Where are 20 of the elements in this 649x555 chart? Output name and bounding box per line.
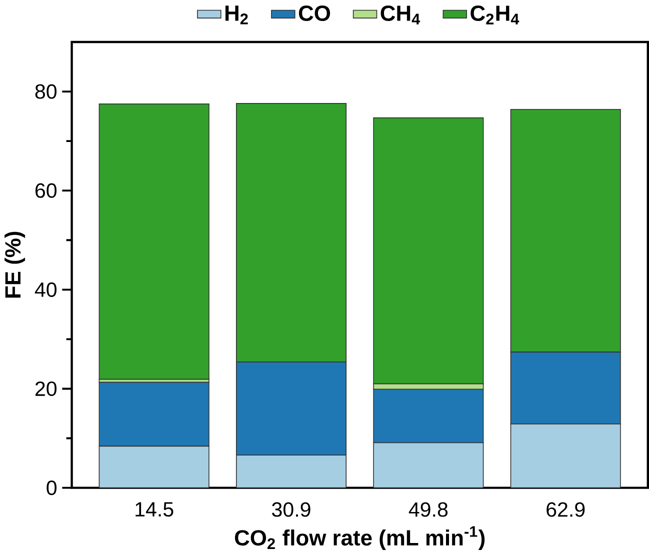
y-tick-label: 60 xyxy=(36,184,57,198)
legend-label: CH$_{4}$ xyxy=(380,6,420,25)
bar xyxy=(236,455,346,488)
x-tick-label: 14.5 xyxy=(136,502,174,517)
bar xyxy=(98,104,210,380)
legend-label: C$_{2}$H$_{4}$ xyxy=(470,6,520,25)
y-tick-label: 0 xyxy=(46,480,57,496)
y-tick-label: 80 xyxy=(35,84,57,100)
x-tick-label: 49.8 xyxy=(408,502,448,518)
bar xyxy=(510,424,621,488)
y-tick-label: 20 xyxy=(35,382,57,396)
legend-label: CO xyxy=(298,6,330,22)
x-tick-label: 30.9 xyxy=(272,502,310,518)
legend-label: H$_{2}$ xyxy=(225,6,248,24)
bar xyxy=(99,446,209,488)
x-tick-label: 62.9 xyxy=(546,502,585,518)
x-axis-title: CO$_{2}$ flow rate (mL min$^{-1}$) xyxy=(234,526,485,550)
bar xyxy=(374,442,484,488)
y-axis-title: FE (%) xyxy=(4,232,26,298)
y-tick-label: 40 xyxy=(34,282,57,298)
